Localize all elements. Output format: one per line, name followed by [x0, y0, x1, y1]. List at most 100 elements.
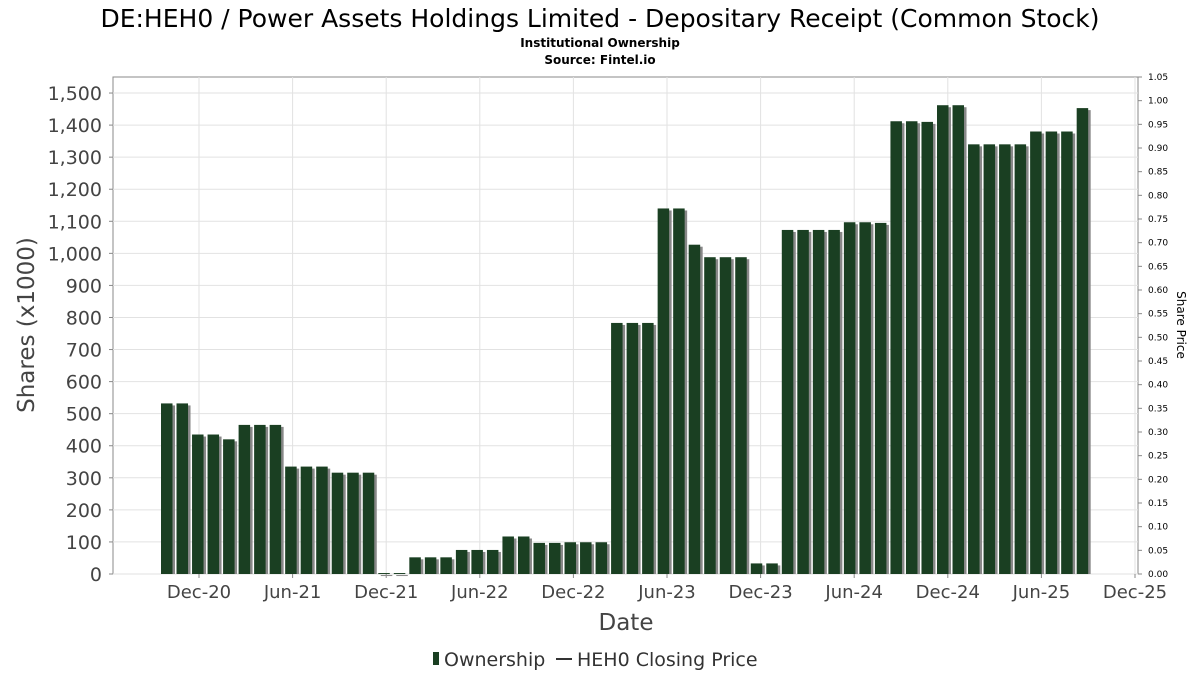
ownership-bar: [797, 229, 809, 574]
ownership-bar: [952, 105, 965, 575]
y2-tick-label: 0.40: [1148, 381, 1168, 391]
y-tick-label: 600: [66, 372, 102, 394]
y-tick-label: 1,300: [48, 147, 102, 169]
ownership-bar: [502, 536, 514, 574]
x-tick-label: Dec-22: [541, 582, 605, 603]
y-tick-label: 0: [90, 564, 102, 586]
ownership-bar: [331, 472, 344, 574]
y-tick-label: 500: [66, 404, 102, 426]
legend-price-label: HEH0 Closing Price: [577, 649, 758, 671]
ownership-bar: [486, 549, 499, 574]
y2-tick-label: 0.70: [1148, 239, 1168, 249]
ownership-bar: [611, 322, 623, 574]
ownership-bar: [455, 549, 468, 574]
x-tick-label: Dec-24: [916, 582, 980, 603]
ownership-bar: [968, 144, 980, 574]
y2-tick-label: 0.60: [1148, 286, 1168, 296]
ownership-bar: [409, 557, 421, 574]
ownership-bar: [673, 208, 685, 574]
y-tick-label: 1,500: [48, 83, 102, 105]
y-axis-ticks: 0 100 200 300 400 500 600 700 800 900 1,000 1,100 1,…: [48, 83, 113, 586]
x-tick-label: Dec-23: [728, 582, 792, 603]
ownership-bar: [626, 322, 639, 574]
ownership-bar: [719, 257, 732, 574]
ownership-bar: [269, 424, 282, 574]
ownership-bar: [285, 466, 297, 574]
ownership-bar: [859, 222, 871, 574]
y2-tick-label: 0.45: [1148, 357, 1168, 367]
ownership-bar: [999, 144, 1011, 574]
ownership-bar: [890, 121, 902, 575]
y2-tick-label: 0.95: [1148, 120, 1168, 130]
x-tick-label: Dec-25: [1103, 582, 1167, 603]
ownership-bar: [533, 542, 545, 574]
y2-tick-label: 0.30: [1148, 428, 1168, 438]
y-axis-label: Shares (x1000): [14, 237, 40, 413]
ownership-bar: [735, 257, 747, 574]
ownership-bar: [874, 222, 887, 574]
ownership-bar: [642, 322, 654, 574]
y2-tick-label: 0.50: [1148, 333, 1168, 343]
ownership-bar: [704, 257, 716, 574]
ownership-bar: [238, 424, 251, 574]
x-tick-label: Dec-21: [354, 582, 418, 603]
ownership-bar: [549, 542, 561, 574]
y2-tick-label: 0.05: [1148, 546, 1168, 556]
ownership-bar: [595, 542, 608, 574]
ownership-bar: [580, 542, 592, 574]
y2-tick-label: 0.20: [1148, 475, 1168, 485]
ownership-bar: [564, 542, 577, 574]
y-tick-label: 1,000: [48, 243, 102, 265]
x-tick-label: Jun-23: [637, 582, 696, 603]
y2-tick-label: 1.05: [1148, 73, 1168, 83]
y2-tick-label: 1.00: [1148, 97, 1168, 107]
y-tick-label: 1,100: [48, 211, 102, 233]
ownership-bar: [766, 563, 778, 574]
ownership-bar: [176, 403, 189, 574]
y-tick-label: 400: [66, 436, 102, 458]
ownership-bar: [316, 466, 328, 574]
legend: Ownership HEH0 Closing Price: [433, 649, 758, 671]
ownership-bar: [1030, 131, 1042, 574]
x-axis-ticks: Dec-20 Jun-21 Dec-21 Jun-22 Dec-22 Jun-23 Dec-…: [167, 574, 1167, 603]
ownership-bar: [393, 573, 406, 575]
y-tick-label: 200: [66, 500, 102, 522]
chart-subtitle: Institutional Ownership: [520, 36, 680, 50]
x-tick-label: Jun-22: [450, 582, 509, 603]
ownership-bar: [254, 424, 266, 574]
y-tick-label: 700: [66, 340, 102, 362]
ownership-bar: [347, 472, 359, 574]
plot-area: [112, 76, 1139, 575]
y2-tick-label: 0.90: [1148, 144, 1168, 154]
ownership-bar: [440, 557, 452, 574]
ownership-bar: [1061, 131, 1073, 574]
gridlines: [113, 77, 1138, 575]
y2-tick-label: 0.75: [1148, 215, 1168, 225]
x-tick-label: Jun-25: [1012, 582, 1071, 603]
y2-axis-label: Share Price: [1174, 291, 1188, 359]
ownership-bar: [223, 439, 235, 574]
x-tick-label: Jun-24: [824, 582, 883, 603]
ownership-bar: [750, 563, 763, 574]
ownership-bar: [1014, 144, 1027, 574]
y-tick-label: 300: [66, 468, 102, 490]
x-tick-label: Jun-21: [263, 582, 322, 603]
ownership-bar: [424, 557, 437, 574]
ownership-bar: [843, 222, 856, 574]
y-tick-label: 800: [66, 307, 102, 329]
ownership-bar: [207, 434, 220, 574]
y2-tick-label: 0.10: [1148, 523, 1168, 533]
y2-tick-label: 0.55: [1148, 310, 1168, 320]
y-tick-label: 1,200: [48, 179, 102, 201]
y-tick-label: 900: [66, 275, 102, 297]
ownership-bar: [362, 472, 375, 574]
y2-tick-label: 0.35: [1148, 404, 1168, 414]
y2-tick-label: 0.85: [1148, 168, 1168, 178]
bar-shadow: [396, 575, 408, 577]
ownership-bar: [300, 466, 313, 574]
chart-title: DE:HEH0 / Power Assets Holdings Limited …: [100, 4, 1099, 33]
ownership-bar: [905, 121, 918, 575]
y2-tick-label: 0.80: [1148, 191, 1168, 201]
x-tick-label: Dec-20: [167, 582, 231, 603]
